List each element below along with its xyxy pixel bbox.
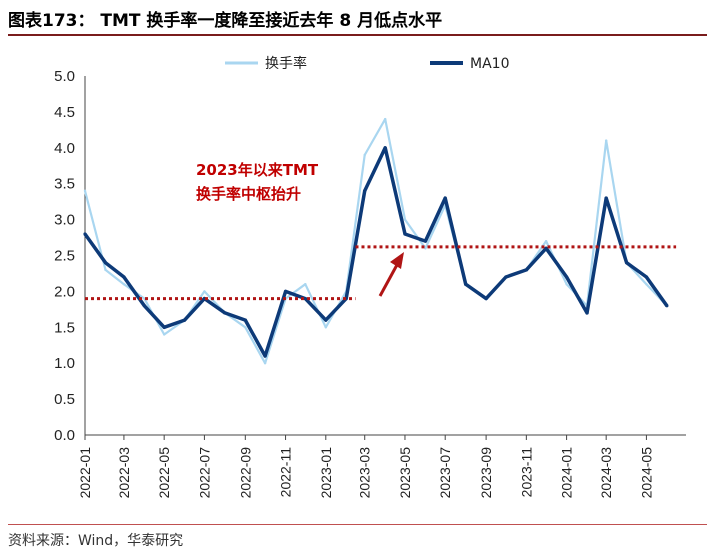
ma10-point: [464, 282, 468, 286]
ma10-point: [564, 275, 569, 279]
x-tick-label: 2022-01: [77, 447, 93, 499]
ma10-point: [142, 304, 146, 308]
ma10-point: [183, 318, 187, 322]
ma10-point: [243, 318, 247, 322]
turnover-point: [143, 297, 146, 300]
ma10-point: [423, 239, 428, 243]
turnover-point: [383, 117, 387, 121]
series-line-ma10: [83, 146, 669, 358]
ma10-point: [283, 289, 288, 293]
ma10-point: [103, 261, 108, 265]
ma10-point: [324, 318, 328, 322]
footer-rule: [8, 524, 707, 525]
x-tick-label: 2023-07: [437, 447, 453, 499]
annotation-arrow-shaft: [378, 262, 400, 297]
annotation-arrow-head: [390, 252, 404, 269]
annotation-line-1: 2023年以来TMT: [196, 161, 319, 179]
y-tick-label: 5.0: [54, 68, 75, 85]
x-tick-label: 2023-11: [518, 447, 534, 498]
ma10-point: [604, 196, 608, 200]
ma10-point: [544, 246, 548, 250]
series-line-turnover: [83, 117, 668, 365]
x-tick-label: 2023-05: [397, 447, 413, 499]
turnover-point: [244, 326, 247, 329]
y-tick-label: 4.0: [54, 140, 75, 157]
ma10-point: [263, 354, 267, 358]
y-tick-label: 2.0: [54, 283, 75, 300]
y-tick-label: 2.5: [54, 248, 75, 265]
ma10-point: [484, 296, 488, 301]
x-tick-label: 2022-05: [156, 447, 172, 499]
x-tick-label: 2022-09: [237, 447, 253, 499]
ma10-point: [524, 268, 528, 272]
x-tick-label: 2024-03: [598, 447, 614, 499]
ma10-point: [303, 296, 307, 301]
y-tick-label: 1.5: [54, 319, 75, 336]
y-tick-label: 4.5: [54, 104, 75, 121]
turnover-point: [104, 268, 107, 272]
ma10-point: [383, 146, 387, 150]
turnover-point: [122, 283, 126, 286]
turnover-point: [544, 239, 548, 243]
ma10-point: [223, 311, 227, 315]
legend-raw-label: 换手率: [265, 55, 307, 72]
ma10-point: [122, 275, 126, 279]
ma10-point: [443, 196, 447, 200]
chart-title: 图表173： TMT 换手率一度降至接近去年 8 月低点水平: [8, 11, 443, 31]
ma10-point: [363, 189, 367, 193]
x-tick-label: 2023-03: [357, 447, 373, 499]
turnover-point: [645, 283, 648, 286]
ma10-point: [403, 232, 407, 236]
ma10-point: [83, 232, 87, 236]
turnover-point: [324, 326, 327, 329]
turnover-point: [263, 362, 267, 365]
turnover-point: [203, 290, 206, 293]
turnover-point: [565, 283, 568, 286]
x-tick-label: 2024-01: [559, 447, 575, 499]
y-tick-label: 3.5: [54, 176, 75, 193]
ma10-point: [162, 325, 166, 329]
annotation-line-2: 换手率中枢抬升: [196, 185, 301, 203]
title-underline: [8, 34, 707, 36]
source-note: 资料来源：Wind，华泰研究: [8, 533, 184, 549]
x-tick-label: 2022-07: [196, 447, 212, 499]
y-tick-label: 3.0: [54, 212, 75, 229]
ma10-point: [644, 275, 649, 279]
x-tick-label: 2024-05: [638, 447, 654, 499]
y-tick-label: 1.0: [54, 355, 75, 372]
turnover-point: [162, 333, 166, 336]
turnover-point: [424, 247, 427, 250]
ma10-point: [585, 311, 589, 315]
legend-ma-label: MA10: [470, 56, 509, 72]
turnover-point: [604, 139, 608, 142]
x-tick-label: 2022-11: [278, 447, 294, 498]
y-tick-label: 0.5: [54, 391, 75, 408]
ma10-point: [504, 275, 508, 279]
ma10-point: [625, 261, 629, 265]
turnover-point: [83, 189, 87, 193]
ma10-point: [665, 304, 669, 308]
y-tick-label: 0.0: [54, 427, 75, 444]
turnover-point: [403, 218, 407, 221]
turnover-point: [304, 283, 307, 286]
x-tick-label: 2023-09: [478, 447, 494, 499]
turnover-point: [363, 153, 366, 157]
x-tick-label: 2023-01: [318, 447, 334, 499]
x-tick-label: 2022-03: [116, 447, 132, 499]
